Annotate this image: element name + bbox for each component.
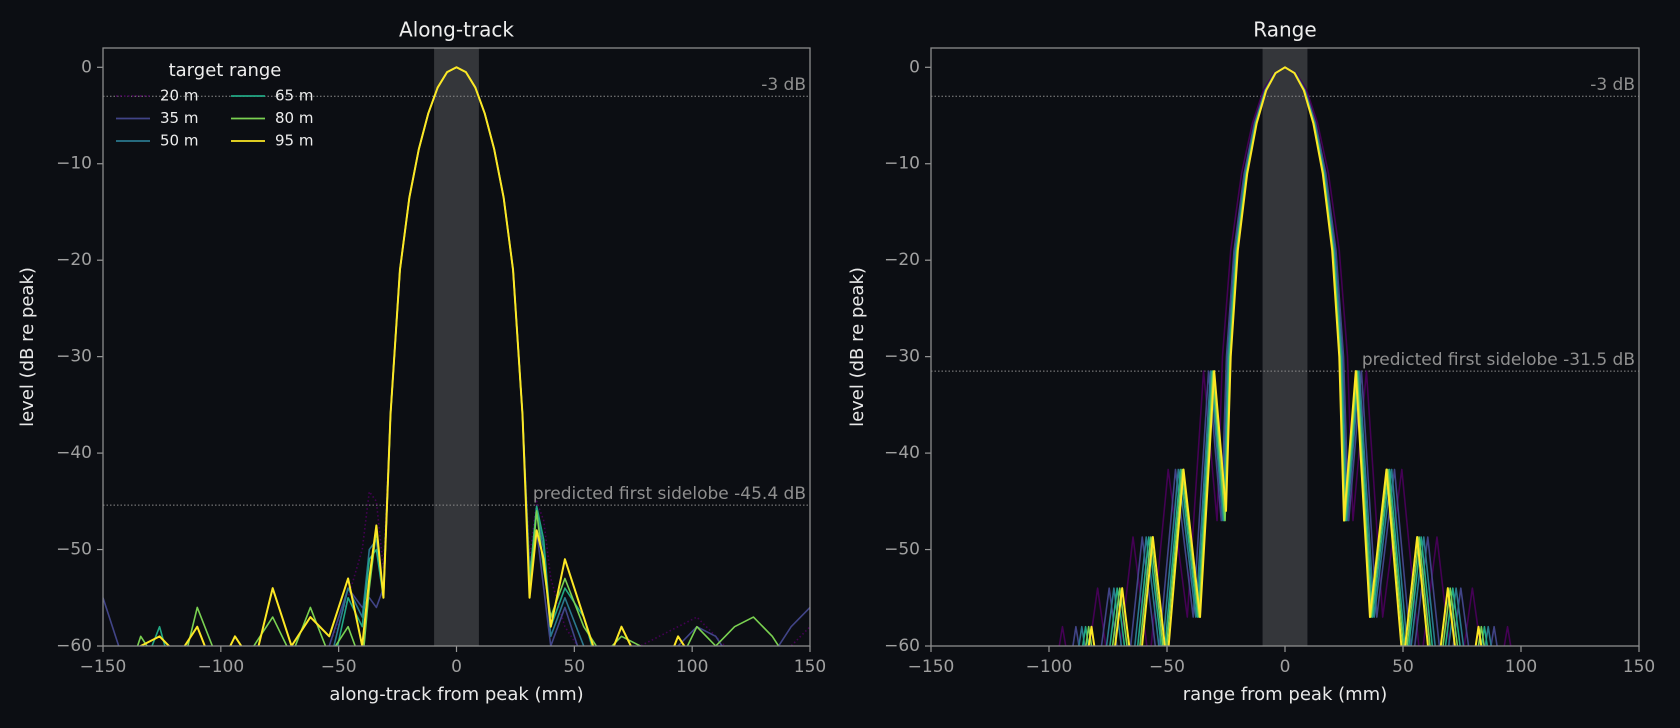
reference-label: -3 dB <box>1590 75 1635 95</box>
y-tick-label: −40 <box>884 443 920 463</box>
x-tick-label: 50 <box>1392 657 1414 677</box>
shaded-span <box>434 48 479 646</box>
legend: target range 20 m 35 m 50 m 65 m 80 m 95 m <box>116 60 313 150</box>
y-tick-label: −10 <box>56 154 92 174</box>
x-tick-label: 50 <box>564 657 586 677</box>
y-tick-label: −20 <box>884 250 920 270</box>
data-line <box>1087 66 1483 646</box>
x-tick-label: 100 <box>676 657 708 677</box>
y-tick-label: −30 <box>884 347 920 367</box>
x-tick-label: 0 <box>451 657 462 677</box>
legend-label: 20 m <box>160 87 198 105</box>
legend-title: target range <box>169 60 282 81</box>
series-group <box>103 66 810 646</box>
reference-label: predicted first sidelobe -31.5 dB <box>1362 350 1635 370</box>
shaded-span <box>1262 48 1308 646</box>
y-tick-label: −10 <box>884 154 920 174</box>
x-tick-label: −150 <box>80 657 127 677</box>
series-group <box>1058 66 1512 646</box>
legend-label: 50 m <box>160 132 198 150</box>
chart-title: Along-track <box>399 18 514 42</box>
y-axis-label: level (dB re peak) <box>847 267 868 427</box>
x-tick-label: 0 <box>1280 657 1291 677</box>
y-tick-label: −30 <box>56 347 92 367</box>
y-tick-label: −50 <box>884 540 920 560</box>
x-tick-label: −150 <box>908 657 955 677</box>
x-tick-label: −100 <box>1026 657 1073 677</box>
x-tick-label: −50 <box>321 657 357 677</box>
reference-label: -3 dB <box>761 75 806 95</box>
axes: Along-track along-track from peak (mm) lev… <box>17 18 826 706</box>
x-tick-label: 150 <box>794 657 826 677</box>
legend-label: 65 m <box>275 87 313 105</box>
chart-title: Range <box>1253 18 1316 42</box>
reference-label: predicted first sidelobe -45.4 dB <box>533 484 806 504</box>
data-line <box>139 66 686 646</box>
legend-label: 95 m <box>275 132 313 150</box>
axes: Range range from peak (mm) level (dB re pe… <box>847 18 1655 706</box>
x-tick-label: −50 <box>1149 657 1185 677</box>
y-tick-label: 0 <box>909 57 920 77</box>
x-tick-label: 150 <box>1623 657 1655 677</box>
legend-label: 35 m <box>160 109 198 127</box>
axes-frame <box>102 47 811 647</box>
x-axis-label: range from peak (mm) <box>1183 684 1387 705</box>
x-tick-label: −100 <box>197 657 244 677</box>
y-tick-label: 0 <box>81 57 92 77</box>
x-tick-label: 100 <box>1505 657 1537 677</box>
axes-frame <box>930 47 1640 647</box>
y-tick-label: −60 <box>56 636 92 656</box>
y-tick-label: −40 <box>56 443 92 463</box>
x-axis-label: along-track from peak (mm) <box>329 684 583 705</box>
y-tick-label: −20 <box>56 250 92 270</box>
y-axis-label: level (dB re peak) <box>17 267 38 427</box>
legend-label: 80 m <box>275 109 313 127</box>
y-tick-label: −60 <box>884 636 920 656</box>
y-tick-label: −50 <box>56 540 92 560</box>
